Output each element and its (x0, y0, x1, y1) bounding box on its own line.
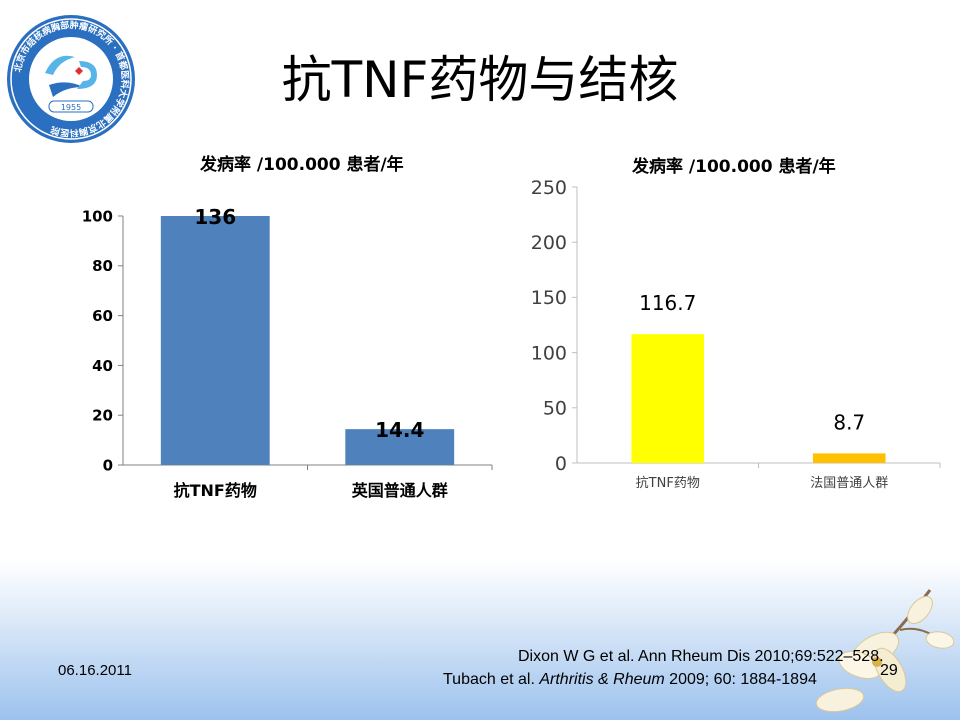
left-chart-y-tick-label: 60 (92, 307, 113, 325)
left-chart-svg: 0 20 40 60 80 100 抗TNF药物 136 英国普通人群 14.4 (82, 205, 493, 500)
right-chart-y-tick-label: 150 (531, 287, 567, 309)
right-chart-svg: 0 50 100 150 200 250 抗TNF药物 116.7 法国普通人群 8.7 (531, 177, 941, 491)
hospital-logo-icon: 北京市结核病胸部肿瘤研究所 · 首都医科大学附属北京胸科医院 1955 (7, 15, 135, 143)
left-chart-bar (160, 216, 270, 465)
right-chart-category-label: 法国普通人群 (810, 476, 888, 491)
footer-date: 06.16.2011 (58, 662, 132, 679)
slide-title: 抗TNF药物与结核 (281, 51, 679, 109)
right-chart-bar (812, 453, 886, 463)
reference-2-journal: Arthritis & Rheum (539, 671, 665, 688)
left-chart-bar (345, 429, 455, 465)
left-chart-y-tick-label: 20 (92, 407, 113, 425)
right-chart: 发病率 /100.000 患者/年 0 50 100 150 200 250 抗TNF药物 1… (500, 140, 960, 510)
reference-2: Tubach et al. Arthritis & Rheum 2009; 60… (443, 671, 817, 689)
logo-year: 1955 (61, 103, 81, 112)
right-chart-y-tick-label: 200 (531, 232, 567, 254)
left-chart-category-label: 抗TNF药物 (174, 481, 257, 500)
right-chart-data-label: 8.7 (833, 410, 865, 434)
right-chart-y-tick-label: 100 (531, 342, 567, 364)
left-chart-title: 发病率 /100.000 患者/年 (200, 155, 404, 175)
left-chart-y-tick-label: 80 (92, 257, 113, 275)
right-chart-y-tick-label: 250 (531, 177, 567, 199)
right-chart-data-label: 116.7 (639, 291, 696, 315)
right-chart-bar (631, 334, 705, 463)
left-chart-data-label: 14.4 (375, 418, 424, 442)
right-chart-y-tick-label: 0 (555, 453, 567, 475)
left-chart-y-tick-label: 40 (92, 357, 113, 375)
reference-2-authors: Tubach et al. (443, 671, 540, 688)
right-chart-y-tick-label: 50 (543, 398, 567, 420)
left-chart-y-tick-label: 100 (82, 207, 113, 225)
right-chart-title: 发病率 /100.000 患者/年 (632, 157, 836, 177)
reference-1: Dixon W G et al. Ann Rheum Dis 2010;69:5… (518, 648, 884, 665)
left-chart: 发病率 /100.000 患者/年 0 20 40 60 80 100 抗TNF药物 136 英… (60, 140, 510, 520)
reference-2-details: 2009; 60: 1884-1894 (664, 671, 817, 688)
magnolia-flower-icon (815, 589, 955, 713)
left-chart-y-tick-label: 0 (103, 456, 113, 474)
right-chart-category-label: 抗TNF药物 (636, 476, 700, 491)
left-chart-category-label: 英国普通人群 (351, 481, 448, 500)
page-number: 29 (880, 662, 898, 679)
left-chart-data-label: 136 (194, 205, 236, 229)
